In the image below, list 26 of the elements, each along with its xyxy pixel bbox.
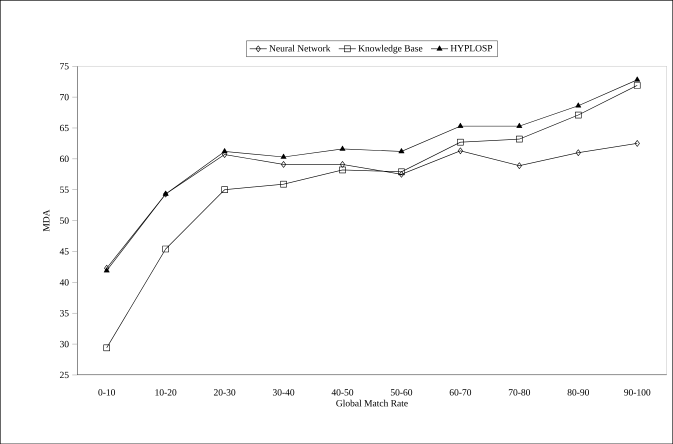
y-tick-label: 60 bbox=[60, 156, 69, 162]
y-tick-label: 45 bbox=[60, 248, 69, 255]
y-tick-label: 25 bbox=[60, 372, 69, 378]
x-tick-label: 90-100 bbox=[624, 389, 650, 396]
legend-label: Knowledge Base bbox=[358, 44, 422, 54]
x-axis-title: Global Match Rate bbox=[336, 400, 408, 406]
x-tick-label: 10-20 bbox=[155, 389, 176, 396]
y-tick-label: 50 bbox=[60, 217, 69, 224]
legend-label: Neural Network bbox=[269, 44, 330, 52]
y-tick-label: 75 bbox=[60, 62, 69, 70]
y-tick-label: 70 bbox=[60, 94, 69, 100]
x-tick-label: 40-50 bbox=[332, 389, 354, 396]
y-tick-label: 40 bbox=[60, 279, 69, 286]
x-tick-label: 70-80 bbox=[508, 389, 530, 396]
y-tick-label: 55 bbox=[60, 186, 69, 193]
x-tick-label: 30-40 bbox=[272, 389, 294, 396]
x-tick-label: 20-30 bbox=[214, 389, 236, 396]
x-tick-label: 80-90 bbox=[568, 389, 589, 396]
y-tick-label: 30 bbox=[60, 340, 69, 348]
y-axis-title: MDA bbox=[43, 210, 50, 232]
y-tick-label: 65 bbox=[60, 124, 69, 132]
x-tick-label: 0-10 bbox=[98, 389, 116, 396]
y-tick-label: 35 bbox=[60, 310, 69, 316]
legend-label: HYPLOSP bbox=[450, 44, 492, 52]
x-tick-label: 60-70 bbox=[450, 389, 472, 396]
x-tick-label: 50-60 bbox=[390, 389, 412, 396]
